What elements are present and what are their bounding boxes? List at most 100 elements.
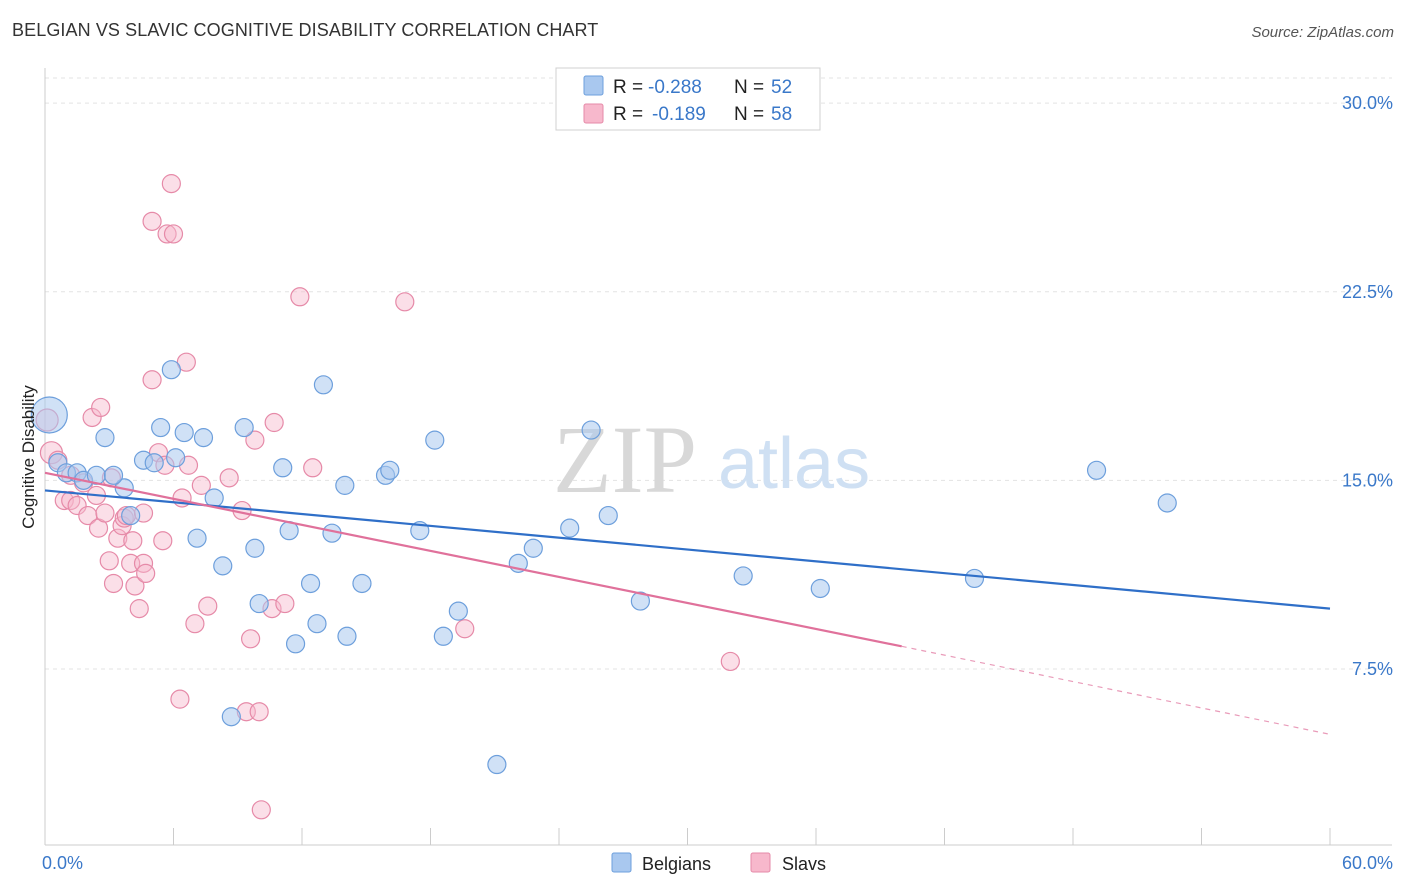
slavs-point-22	[123, 531, 143, 551]
belgians-point-13	[161, 360, 181, 380]
slavs-point-12	[91, 397, 111, 418]
belgians-point-38	[433, 626, 453, 646]
belgians-point-29	[313, 375, 334, 395]
slavs-point-28	[142, 370, 162, 390]
belgians-point-31	[337, 626, 357, 646]
slavs-point-27	[136, 563, 156, 584]
slavs-point-17	[108, 528, 128, 548]
belgians-point-33	[352, 573, 372, 594]
belgians-trend-line	[44, 489, 1331, 610]
legend-r-value-slavs: -0.189	[652, 104, 706, 125]
slavs-point-33	[157, 224, 177, 244]
belgians-point-32	[335, 475, 355, 495]
belgians-point-45	[598, 505, 618, 526]
belgians-point-0	[30, 396, 68, 434]
belgians-point-20	[221, 707, 241, 727]
belgians-point-40	[487, 754, 507, 775]
belgians-point-6	[95, 428, 115, 448]
slavs-point-23	[125, 576, 145, 596]
belgians-point-21	[234, 417, 254, 438]
slavs-point-43	[219, 468, 239, 488]
belgians-point-9	[121, 505, 141, 526]
belgians-point-24	[273, 458, 293, 478]
belgians-point-27	[300, 573, 321, 594]
belgians-point-16	[187, 528, 207, 548]
belgians-point-15	[174, 422, 194, 443]
watermark-zip: ZIP	[553, 406, 697, 513]
trend-lines	[44, 471, 1331, 735]
legend-n-label-belgians: N =	[734, 77, 764, 98]
bottom-legend-swatch-belgians	[611, 852, 632, 873]
belgians-point-19	[213, 556, 233, 576]
belgians-point-14	[166, 448, 186, 468]
tick-labels: 7.5% 15.0% 22.5% 30.0% 0.0% 60.0%	[42, 93, 1393, 873]
slavs-point-24	[129, 599, 149, 619]
belgians-point-26	[285, 634, 306, 654]
slavs-point-38	[176, 352, 196, 372]
belgians-point-23	[249, 593, 269, 614]
bottom-legend: Belgians Slavs	[611, 852, 826, 874]
slavs-point-41	[191, 475, 211, 495]
bottom-legend-swatch-slavs	[750, 852, 771, 873]
legend-n-value-slavs: 58	[771, 104, 792, 125]
grid-lines	[45, 77, 1392, 670]
belgians-point-51	[1157, 493, 1177, 513]
slavs-point-35	[163, 224, 184, 244]
belgians-point-8	[103, 465, 124, 485]
slavs-point-13	[95, 503, 115, 523]
belgians-point-17	[193, 428, 214, 448]
belgians-point-44	[581, 420, 601, 440]
y-tick-label-1: 15.0%	[1342, 470, 1393, 490]
legend-r-label-belgians: R =	[613, 77, 643, 98]
slavs-point-52	[275, 593, 295, 614]
belgians-point-47	[733, 566, 753, 586]
slavs-point-46	[241, 629, 261, 649]
belgians-point-37	[425, 430, 445, 450]
slavs-point-14	[99, 551, 119, 571]
chart-title: BELGIAN VS SLAVIC COGNITIVE DISABILITY C…	[12, 20, 599, 40]
source-label: Source: ZipAtlas.com	[1251, 24, 1394, 41]
slavs-trend-line	[44, 471, 902, 648]
belgians-points	[30, 360, 1177, 775]
belgians-point-42	[523, 538, 543, 558]
belgians-point-11	[144, 453, 164, 473]
belgians-point-46	[630, 591, 650, 611]
slavs-point-31	[153, 531, 173, 551]
legend-swatch-slavs	[583, 103, 604, 124]
belgians-point-18	[204, 488, 224, 508]
slavs-point-42	[198, 596, 218, 616]
slavs-point-55	[395, 292, 415, 312]
axes	[44, 68, 1392, 846]
slavs-point-57	[720, 651, 740, 672]
belgians-point-12	[151, 417, 171, 438]
belgians-point-28	[307, 614, 327, 634]
bottom-legend-label-slavs: Slavs	[782, 854, 826, 874]
slavs-point-53	[290, 287, 310, 307]
slavs-point-48	[249, 702, 269, 722]
legend: R = -0.288 N = 52 R = -0.189 N = 58	[555, 67, 821, 131]
y-tick-label-3: 30.0%	[1342, 93, 1393, 113]
slavs-point-47	[245, 430, 265, 450]
slavs-point-5	[61, 490, 81, 511]
slavs-point-49	[251, 800, 271, 820]
legend-r-label-slavs: R =	[613, 104, 643, 125]
watermark-atlas: atlas	[718, 424, 870, 504]
slavs-point-36	[170, 689, 190, 709]
slavs-point-40	[185, 614, 205, 634]
legend-swatch-belgians	[583, 75, 604, 96]
slavs-point-51	[264, 412, 284, 433]
slavs-point-6	[67, 495, 87, 516]
slavs-point-34	[161, 174, 181, 194]
x-tick-label-0: 0.0%	[42, 853, 83, 873]
y-axis-label: Cognitive Disability	[19, 385, 38, 529]
slavs-point-56	[455, 619, 475, 639]
belgians-point-43	[560, 518, 580, 538]
bottom-legend-label-belgians: Belgians	[642, 854, 711, 874]
belgians-point-48	[810, 578, 830, 599]
y-tick-label-0: 7.5%	[1352, 659, 1393, 679]
legend-n-label-slavs: N =	[734, 104, 764, 125]
legend-r-value-belgians: -0.288	[648, 77, 702, 98]
legend-n-value-belgians: 52	[771, 77, 792, 98]
belgians-point-39	[448, 601, 468, 621]
slavs-point-16	[103, 573, 124, 594]
